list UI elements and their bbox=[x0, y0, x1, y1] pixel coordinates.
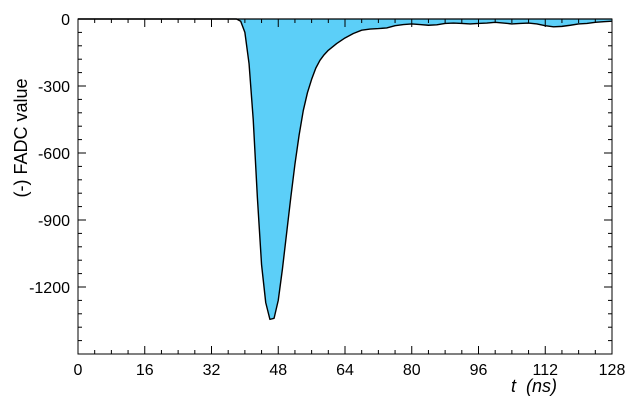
x-tick-label: 32 bbox=[203, 362, 221, 379]
x-tick-label: 64 bbox=[336, 362, 354, 379]
axes: 0 16 32 48 64 80 96 112 128 0 -300 -600 -900 -1200 bbox=[29, 12, 625, 379]
x-tick-label: 112 bbox=[532, 362, 558, 379]
signal-line bbox=[78, 18, 613, 321]
y-tick-label: -1200 bbox=[29, 280, 70, 297]
x-tick-label: 128 bbox=[599, 362, 626, 379]
y-tick-label: 0 bbox=[61, 12, 70, 29]
x-tick-label: 48 bbox=[269, 362, 287, 379]
x-tick-label: 16 bbox=[136, 362, 154, 379]
plot-area bbox=[78, 18, 613, 321]
x-tick-label: 96 bbox=[470, 362, 488, 379]
x-axis-title: t (ns) bbox=[511, 376, 557, 396]
x-tick-label: 80 bbox=[403, 362, 421, 379]
x-tick-label: 0 bbox=[74, 362, 83, 379]
y-tick-label: -300 bbox=[38, 79, 70, 96]
y-axis-title: (-) FADC value bbox=[11, 78, 31, 197]
y-tick-label: -900 bbox=[38, 213, 70, 230]
plot-frame bbox=[77, 18, 613, 355]
y-tick-label: -600 bbox=[38, 146, 70, 163]
signal-area-fill bbox=[78, 19, 612, 320]
